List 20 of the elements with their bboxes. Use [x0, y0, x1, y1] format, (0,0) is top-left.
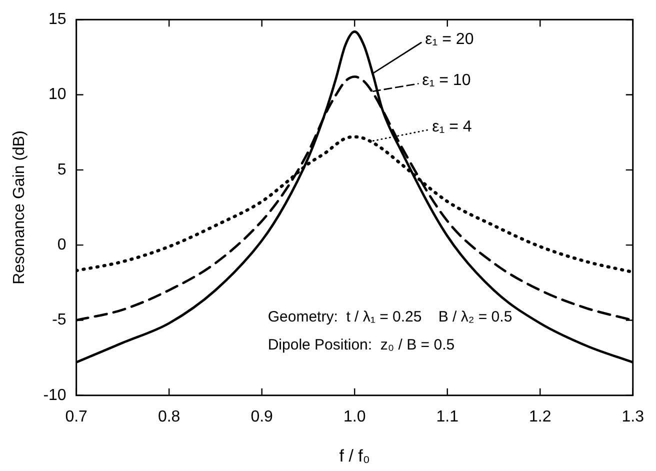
y-axis-title: Resonance Gain (dB): [11, 130, 28, 284]
x-tick-label: 0.7: [65, 408, 88, 426]
annotation: Dipole Position: z₀ / B = 0.5: [268, 336, 455, 354]
y-tick-label: 10: [48, 86, 66, 104]
x-tick-label: 1.0: [343, 408, 366, 426]
x-axis-title: f / f₀: [339, 446, 370, 466]
x-tick-label: 0.8: [158, 408, 180, 426]
y-tick-label: -10: [43, 386, 66, 404]
x-tick-label: 1.2: [528, 408, 552, 426]
x-tick-label: 1.1: [436, 408, 459, 426]
annotation: Geometry: t / λ₁ = 0.25 B / λ₂ = 0.5: [268, 308, 512, 326]
text: ε₁ = 20: [425, 31, 474, 48]
y-tick-label: 0: [57, 236, 66, 254]
x-tick-label: 0.9: [250, 408, 274, 426]
x-tick-label: 1.3: [622, 408, 644, 426]
y-tick-label: -5: [52, 312, 66, 329]
y-tick-label: 5: [57, 161, 66, 178]
legend-label: ε₁ = 10: [422, 72, 471, 90]
y-tick-label: 15: [48, 11, 66, 28]
legend-label: ε₁ = 4: [432, 118, 472, 136]
